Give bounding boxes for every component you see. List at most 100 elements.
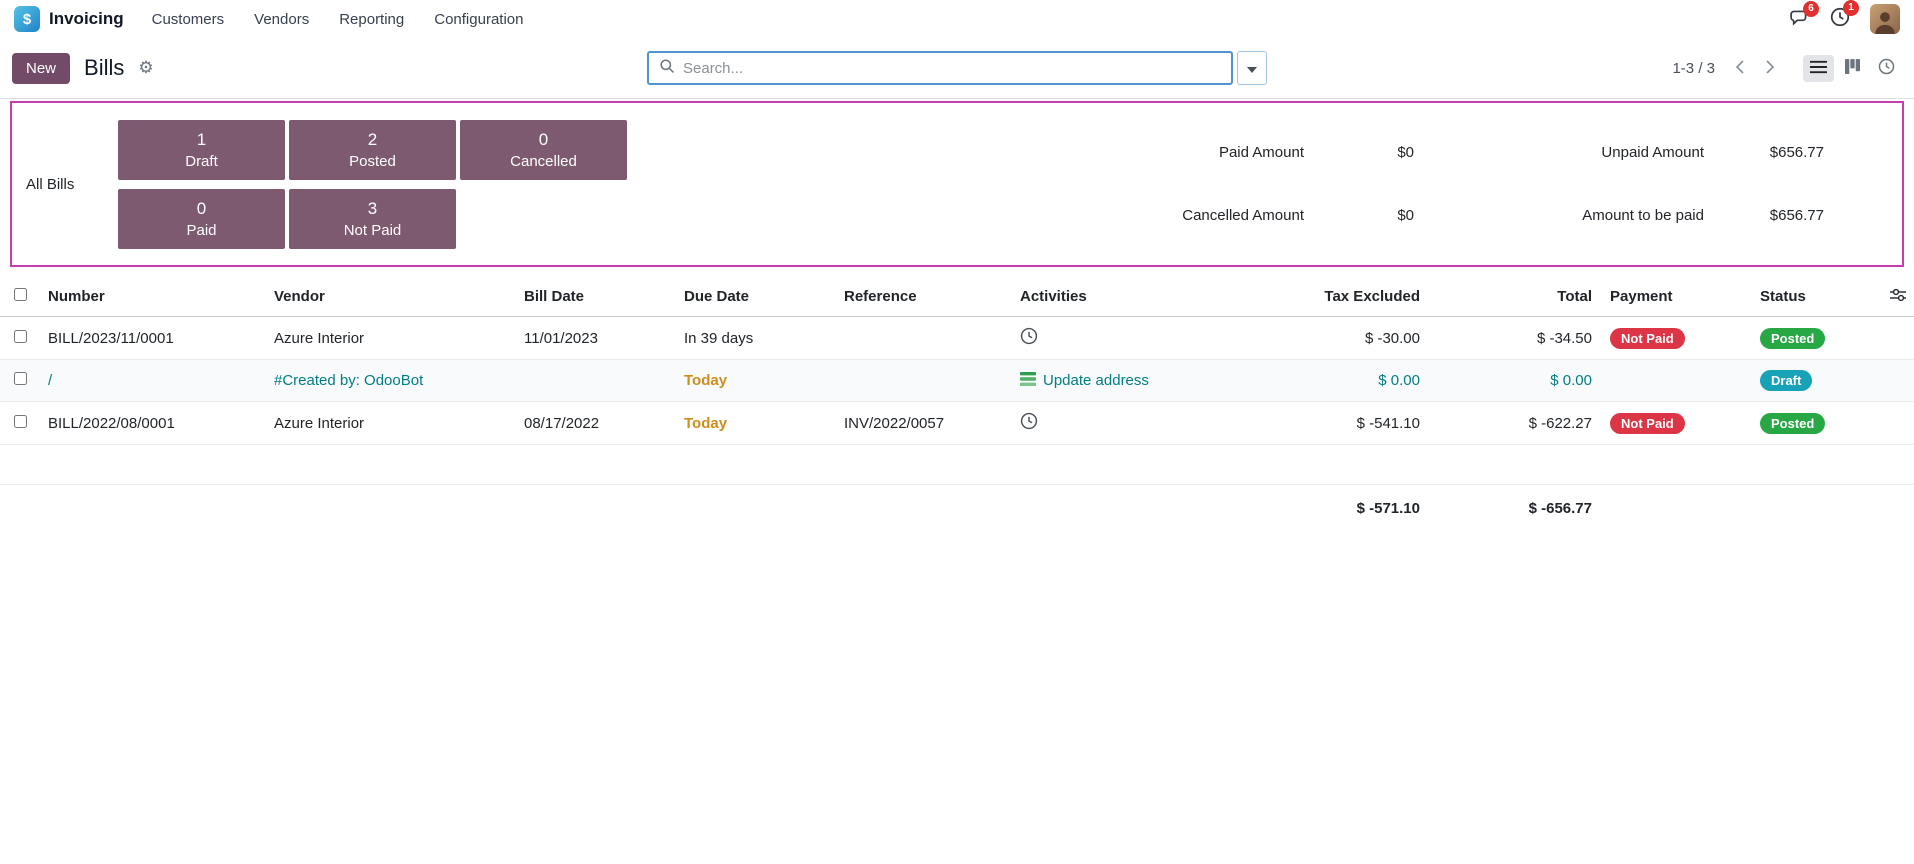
draft-count: 1	[196, 129, 207, 149]
filter-cancelled-button[interactable]: 0 Cancelled	[460, 119, 627, 180]
activity-type-icon[interactable]	[1020, 371, 1036, 390]
filter-draft-button[interactable]: 1 Draft	[118, 119, 285, 180]
invoicing-app-icon: $	[14, 6, 40, 32]
status-badge: Draft	[1760, 370, 1813, 391]
header-status[interactable]: Status	[1752, 277, 1914, 317]
unpaid-amount-value: $656.77	[1769, 144, 1824, 161]
cell-status: Posted	[1752, 401, 1914, 445]
cell-tax-excluded[interactable]: $ -541.10	[1274, 401, 1430, 445]
pager-range[interactable]: 1-3 / 3	[1672, 59, 1715, 77]
row-checkbox[interactable]	[14, 414, 27, 428]
filter-posted-button[interactable]: 2 Posted	[289, 119, 456, 180]
top-navbar: $ Invoicing Customers Vendors Reporting …	[0, 0, 1914, 38]
optional-columns-icon[interactable]	[1890, 288, 1906, 306]
cell-due-date[interactable]: Today	[676, 401, 836, 445]
cell-activities: Update address	[1012, 359, 1274, 402]
header-number[interactable]: Number	[40, 277, 266, 317]
cell-due-date[interactable]: Today	[676, 359, 836, 402]
cell-total[interactable]: $ -34.50	[1430, 316, 1602, 360]
select-all-checkbox[interactable]	[14, 288, 27, 301]
activity-clock-icon[interactable]	[1020, 412, 1038, 434]
cell-vendor[interactable]: #Created by: OdooBot	[266, 359, 516, 402]
nav-item-configuration[interactable]: Configuration	[434, 10, 524, 28]
cell-payment	[1602, 359, 1752, 402]
pager-prev-button[interactable]	[1729, 55, 1751, 82]
cell-total[interactable]: $ 0.00	[1430, 359, 1602, 402]
pager-next-button[interactable]	[1759, 55, 1781, 82]
header-vendor[interactable]: Vendor	[266, 277, 516, 317]
view-list-button[interactable]	[1803, 54, 1834, 82]
posted-count: 2	[367, 129, 378, 149]
app-name[interactable]: Invoicing	[49, 9, 124, 28]
control-panel: New Bills ⚙ 1-3 / 3	[0, 38, 1914, 99]
view-activity-button[interactable]	[1871, 53, 1902, 83]
filter-not-paid-button[interactable]: 3 Not Paid	[289, 188, 456, 249]
cell-tax-excluded[interactable]: $ 0.00	[1274, 359, 1430, 402]
row-select	[0, 359, 40, 402]
app-switcher[interactable]: $ Invoicing	[14, 6, 124, 32]
row-checkbox[interactable]	[14, 329, 27, 343]
chat-bubble-icon	[1790, 8, 1810, 31]
cell-bill-date[interactable]	[516, 359, 676, 402]
cancelled-label: Cancelled	[510, 152, 577, 170]
activities-button[interactable]: 1	[1830, 0, 1859, 32]
cell-total[interactable]: $ -622.27	[1430, 401, 1602, 445]
payment-badge: Not Paid	[1610, 412, 1685, 434]
header-total[interactable]: Total	[1430, 277, 1602, 317]
cell-bill-date[interactable]: 08/17/2022	[516, 401, 676, 445]
cell-number[interactable]: /	[40, 359, 266, 402]
header-due-date[interactable]: Due Date	[676, 277, 836, 317]
nav-item-reporting[interactable]: Reporting	[339, 10, 405, 28]
search-dropdown-toggle[interactable]	[1237, 51, 1267, 85]
paid-amount-label: Paid Amount	[1218, 144, 1304, 161]
search-input[interactable]	[683, 59, 1221, 77]
clock-icon	[1830, 7, 1850, 32]
header-activities[interactable]: Activities	[1012, 277, 1274, 317]
empty-row	[0, 444, 1914, 485]
paid-count: 0	[196, 198, 207, 218]
payment-badge: Not Paid	[1610, 327, 1685, 349]
cell-due-date[interactable]: In 39 days	[676, 316, 836, 360]
cell-vendor[interactable]: Azure Interior	[266, 401, 516, 445]
cell-reference[interactable]: INV/2022/0057	[836, 401, 1012, 445]
update-address-link[interactable]: Update address	[1043, 372, 1149, 389]
user-avatar[interactable]	[1870, 4, 1900, 34]
cell-payment: Not Paid	[1602, 316, 1752, 360]
table-row[interactable]: / #Created by: OdooBot Today Update addr…	[0, 359, 1914, 402]
grand-total: $ -656.77	[1528, 500, 1592, 517]
view-kanban-button[interactable]	[1838, 54, 1867, 82]
paid-amount-value: $0	[1397, 144, 1414, 161]
header-reference[interactable]: Reference	[836, 277, 1012, 317]
bills-dashboard: All Bills 1 Draft 2 Posted 0 Cancelled 0…	[10, 101, 1904, 267]
cell-payment: Not Paid	[1602, 401, 1752, 445]
table-row[interactable]: BILL/2022/08/0001 Azure Interior 08/17/2…	[0, 401, 1914, 445]
filter-paid-button[interactable]: 0 Paid	[118, 188, 285, 249]
cancelled-amount-label: Cancelled Amount	[1182, 207, 1304, 224]
header-tax-excluded[interactable]: Tax Excluded	[1274, 277, 1430, 317]
new-button[interactable]: New	[12, 52, 71, 84]
activity-clock-icon[interactable]	[1020, 327, 1038, 349]
header-payment[interactable]: Payment	[1602, 277, 1752, 317]
cell-status: Posted	[1752, 316, 1914, 360]
kanban-view-icon	[1845, 59, 1860, 77]
group-label: All Bills	[26, 175, 75, 193]
amount-summary: Paid Amount $0 Unpaid Amount $656.77 Can…	[1104, 144, 1824, 224]
totals-row: $ -571.10 $ -656.77	[0, 485, 1914, 528]
nav-item-vendors[interactable]: Vendors	[254, 10, 310, 28]
cell-reference[interactable]	[836, 316, 1012, 360]
table-row[interactable]: BILL/2023/11/0001 Azure Interior 11/01/2…	[0, 316, 1914, 360]
not-paid-count: 3	[367, 198, 378, 218]
cell-reference[interactable]	[836, 359, 1012, 402]
cell-vendor[interactable]: Azure Interior	[266, 316, 516, 360]
cell-number[interactable]: BILL/2023/11/0001	[40, 316, 266, 360]
header-bill-date[interactable]: Bill Date	[516, 277, 676, 317]
row-checkbox[interactable]	[14, 372, 27, 385]
messages-button[interactable]: 6	[1790, 0, 1819, 31]
cell-number[interactable]: BILL/2022/08/0001	[40, 401, 266, 445]
navbar-systray: 6 1	[1790, 0, 1900, 34]
cancelled-amount-value: $0	[1397, 207, 1414, 224]
gear-icon[interactable]: ⚙	[138, 58, 154, 77]
cell-bill-date[interactable]: 11/01/2023	[516, 316, 676, 360]
nav-item-customers[interactable]: Customers	[151, 10, 225, 28]
cell-tax-excluded[interactable]: $ -30.00	[1274, 316, 1430, 360]
